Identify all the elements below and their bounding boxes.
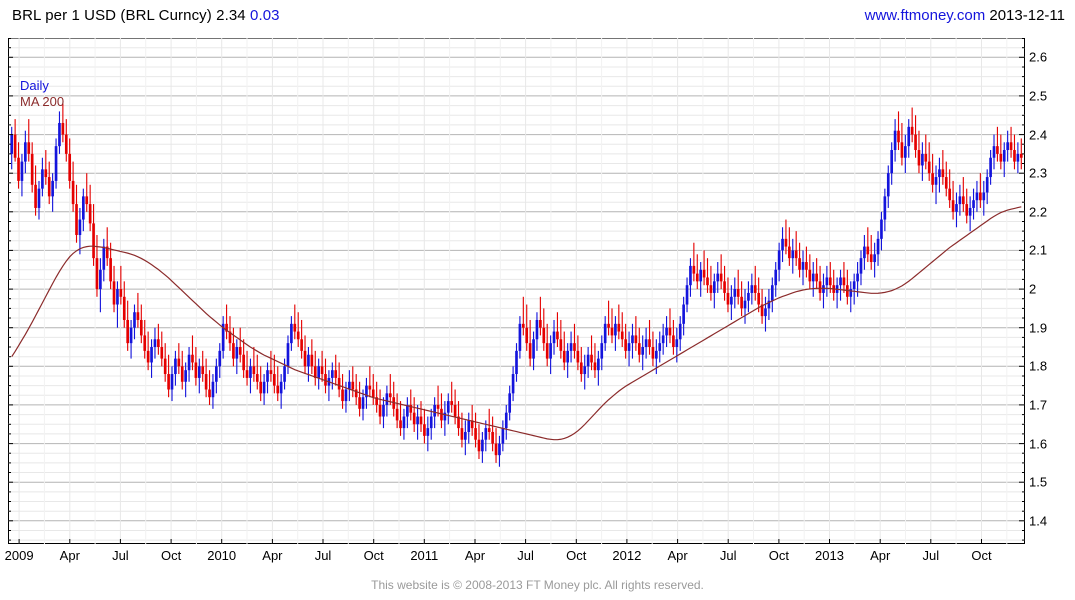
y-axis-tick-label: 2.6: [1029, 49, 1048, 65]
chart-header: BRL per 1 USD (BRL Curncy) 2.34 0.03 www…: [0, 0, 1075, 30]
y-axis-labels: 2.6 2.5 2.4 2.3 2.2 2.1 2 1.9 1.8 1.7 1.6 1.5 1.4: [1029, 38, 1075, 544]
y-axis-tick-label: 2.4: [1029, 127, 1048, 143]
x-axis-tick-label: 2013: [815, 548, 844, 563]
ma200-line: [11, 206, 1022, 441]
x-axis-tick-label: Jul: [719, 548, 737, 563]
site-url-link[interactable]: www.ftmoney.com: [864, 6, 986, 24]
x-axis-ticks: [18, 539, 982, 544]
x-axis-tick-label: Apr: [667, 548, 688, 563]
x-axis-tick-label: 2009: [4, 548, 34, 563]
x-axis-tick-label: Jul: [314, 548, 332, 563]
price-chart-svg[interactable]: [8, 38, 1025, 544]
y-axis-tick-label: 1.7: [1029, 397, 1048, 413]
y-axis-ticks: [8, 38, 1025, 541]
chart-plot-area[interactable]: Daily MA 200: [8, 38, 1025, 544]
y-axis-tick-label: 1.4: [1029, 513, 1048, 529]
footer: This website is © 2008-2013 FT Money plc…: [0, 578, 1075, 592]
minor-gridlines: [8, 38, 1025, 541]
quote-date: 2013-12-11: [989, 6, 1065, 24]
x-axis-tick-label: Oct: [768, 548, 790, 563]
copyright-text: This website is © 2008-2013 FT Money plc…: [371, 578, 704, 592]
y-axis-tick-label: 2.1: [1029, 242, 1048, 258]
y-axis-tick-label: 2.3: [1029, 165, 1048, 181]
x-axis-tick-label: 2010: [207, 548, 237, 563]
x-axis-tick-label: Apr: [464, 548, 486, 563]
x-axis-tick-label: Jul: [922, 548, 940, 563]
y-axis-tick-label: 1.8: [1029, 358, 1048, 374]
x-axis-tick-label: 2011: [410, 548, 439, 563]
x-axis-tick-label: Jul: [112, 548, 129, 563]
x-axis-labels: 2009 Apr Jul Oct 2010 Apr Jul Oct 2011 Apr Jul Oct 2…: [0, 548, 1075, 568]
header-right: www.ftmoney.com 2013-12-11: [865, 7, 1065, 24]
x-axis-tick-label: Oct: [971, 548, 992, 563]
x-axis-tick-label: Oct: [160, 548, 182, 563]
y-axis-tick-label: 2.5: [1029, 88, 1048, 104]
major-gridlines: [8, 38, 1025, 544]
y-axis-tick-label: 2: [1029, 281, 1037, 297]
x-axis-tick-label: Apr: [59, 548, 80, 563]
x-axis-tick-label: Oct: [566, 548, 587, 563]
y-axis-tick-label: 1.6: [1029, 436, 1048, 452]
price-change: 0.03: [250, 6, 280, 24]
y-axis-tick-label: 2.2: [1029, 204, 1048, 220]
instrument-name-and-price: BRL per 1 USD (BRL Curncy) 2.34: [12, 6, 246, 24]
x-axis-tick-label: Oct: [363, 548, 384, 563]
candlestick-series: [10, 103, 1023, 467]
y-axis-tick-label: 1.5: [1029, 474, 1048, 490]
x-axis-tick-label: Apr: [870, 548, 891, 563]
page-title: BRL per 1 USD (BRL Curncy) 2.34 0.03: [12, 7, 280, 24]
x-axis-tick-label: Apr: [262, 548, 283, 563]
x-axis-tick-label: Jul: [517, 548, 534, 563]
y-axis-tick-label: 1.9: [1029, 320, 1048, 336]
x-axis-tick-label: 2012: [612, 548, 642, 563]
